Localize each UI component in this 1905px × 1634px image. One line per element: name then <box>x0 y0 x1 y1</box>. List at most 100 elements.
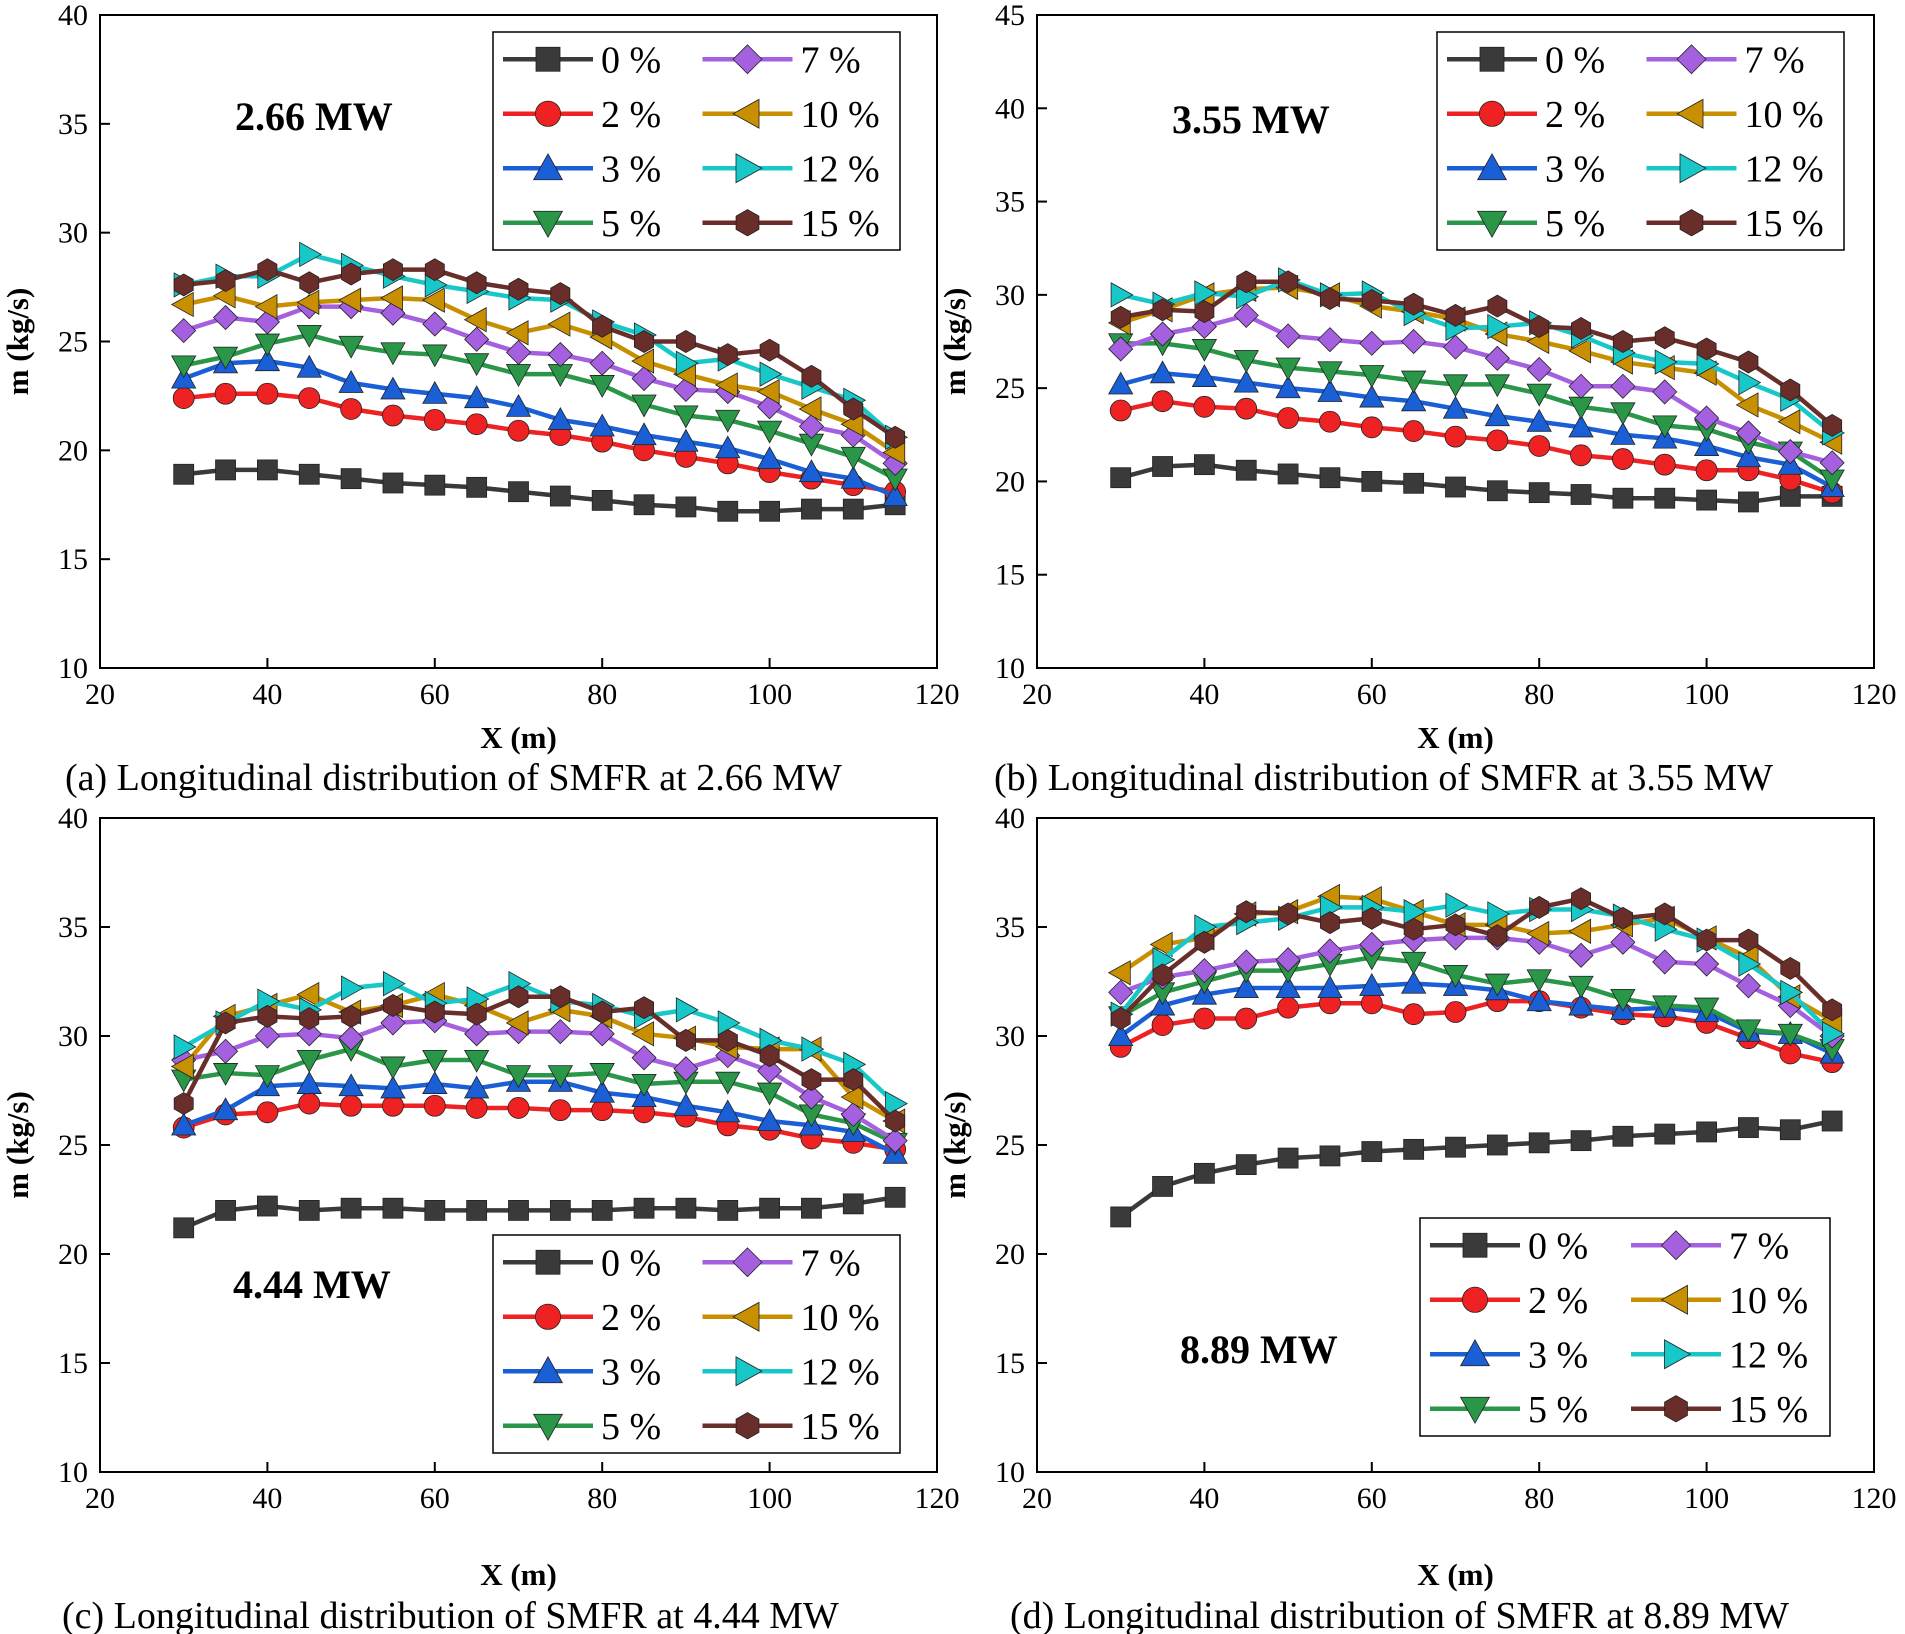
legend-marker <box>1660 1284 1688 1315</box>
data-point <box>1278 270 1299 294</box>
data-point <box>1822 1021 1845 1047</box>
y-tick-label: 40 <box>58 0 88 32</box>
data-point <box>380 1056 406 1080</box>
legend-label: 5 % <box>601 1406 661 1448</box>
data-point <box>1526 356 1552 383</box>
data-point <box>1652 415 1678 439</box>
data-point <box>631 365 657 392</box>
data-point <box>212 1097 239 1121</box>
legend-item: 15 % <box>1631 1389 1808 1431</box>
data-point <box>1484 345 1510 371</box>
data-point <box>1735 444 1762 468</box>
data-point <box>340 468 362 490</box>
data-point <box>756 378 780 405</box>
x-tick-label: 40 <box>1189 1482 1219 1515</box>
legend-label: 12 % <box>1729 1334 1808 1376</box>
data-point <box>1780 979 1804 1006</box>
data-point <box>508 985 529 1009</box>
data-point <box>1108 371 1134 395</box>
legend-label: 3 % <box>1545 148 1605 190</box>
y-tick-label: 40 <box>58 802 88 835</box>
legend-item: 12 % <box>1646 148 1824 190</box>
data-point <box>1152 456 1173 477</box>
data-point <box>591 1200 613 1221</box>
y-tick-label: 25 <box>58 1129 88 1162</box>
y-tick-label: 30 <box>995 1020 1025 1053</box>
data-point <box>299 1007 320 1031</box>
legend-item: 12 % <box>1631 1334 1808 1376</box>
data-point <box>756 446 783 470</box>
series-7pct <box>1108 925 1845 1049</box>
y-tick-label: 25 <box>995 372 1025 405</box>
series-line <box>1119 894 1834 1023</box>
data-point <box>507 1097 530 1119</box>
data-point <box>383 994 403 1017</box>
data-point <box>1528 482 1550 504</box>
data-point <box>1526 988 1552 1012</box>
data-point <box>798 1084 825 1110</box>
data-point <box>550 985 571 1009</box>
data-point <box>212 304 239 331</box>
x-tick-label: 20 <box>85 1482 115 1515</box>
data-point <box>1359 973 1385 996</box>
legend-item: 2 % <box>503 1297 661 1339</box>
data-point <box>505 320 529 346</box>
data-point <box>634 996 654 1020</box>
data-point <box>340 1094 363 1117</box>
data-point <box>1275 323 1301 349</box>
legend-label: 15 % <box>1745 203 1824 245</box>
data-point <box>633 1197 655 1219</box>
y-tick-label: 20 <box>995 1238 1025 1271</box>
series-line <box>1119 998 1833 1065</box>
data-point <box>1442 395 1469 419</box>
data-point <box>173 463 195 485</box>
x-axis-title: X (m) <box>480 720 557 755</box>
x-axis-title: X (m) <box>480 1557 557 1592</box>
data-point <box>1654 326 1675 350</box>
legend-item: 7 % <box>1631 1225 1789 1267</box>
data-point <box>675 1197 697 1219</box>
data-point <box>801 498 822 520</box>
data-point <box>1571 316 1591 340</box>
data-point <box>589 1063 615 1086</box>
legend-label: 2 % <box>1545 94 1605 136</box>
data-point <box>254 1065 281 1089</box>
data-point <box>170 291 194 318</box>
data-point <box>254 348 281 372</box>
legend-label: 0 % <box>601 1242 661 1284</box>
data-point <box>717 500 739 522</box>
data-point <box>673 1092 699 1116</box>
data-point <box>254 1023 280 1049</box>
data-point <box>798 413 825 439</box>
data-point <box>1487 901 1511 927</box>
data-point <box>1400 388 1427 412</box>
data-point <box>759 1044 780 1068</box>
data-point <box>1108 1023 1134 1046</box>
y-axis-title: m (kg/s) <box>0 288 35 396</box>
data-point <box>1194 1162 1215 1184</box>
x-tick-label: 100 <box>747 1482 792 1515</box>
data-point <box>1191 364 1218 387</box>
data-point <box>424 474 446 496</box>
data-point <box>341 262 362 286</box>
x-tick-label: 40 <box>252 678 282 711</box>
data-point <box>882 1128 908 1154</box>
data-point <box>340 1197 362 1219</box>
data-point <box>1235 1007 1258 1030</box>
data-point <box>1110 282 1134 308</box>
data-point <box>466 1200 488 1221</box>
legend-label: 15 % <box>1729 1389 1808 1431</box>
legend-marker <box>735 153 763 184</box>
legend-label: 7 % <box>801 1242 861 1284</box>
legend-marker <box>535 100 562 127</box>
data-point <box>170 1053 194 1080</box>
legend-marker <box>1664 1339 1692 1370</box>
data-point <box>1696 928 1717 952</box>
data-point <box>840 1084 864 1110</box>
data-point <box>1568 942 1594 968</box>
data-point <box>885 425 906 449</box>
series-12pct <box>173 971 908 1117</box>
data-point <box>1654 487 1676 509</box>
series-0pct <box>1110 1110 1843 1228</box>
legend-item: 2 % <box>1430 1280 1588 1322</box>
